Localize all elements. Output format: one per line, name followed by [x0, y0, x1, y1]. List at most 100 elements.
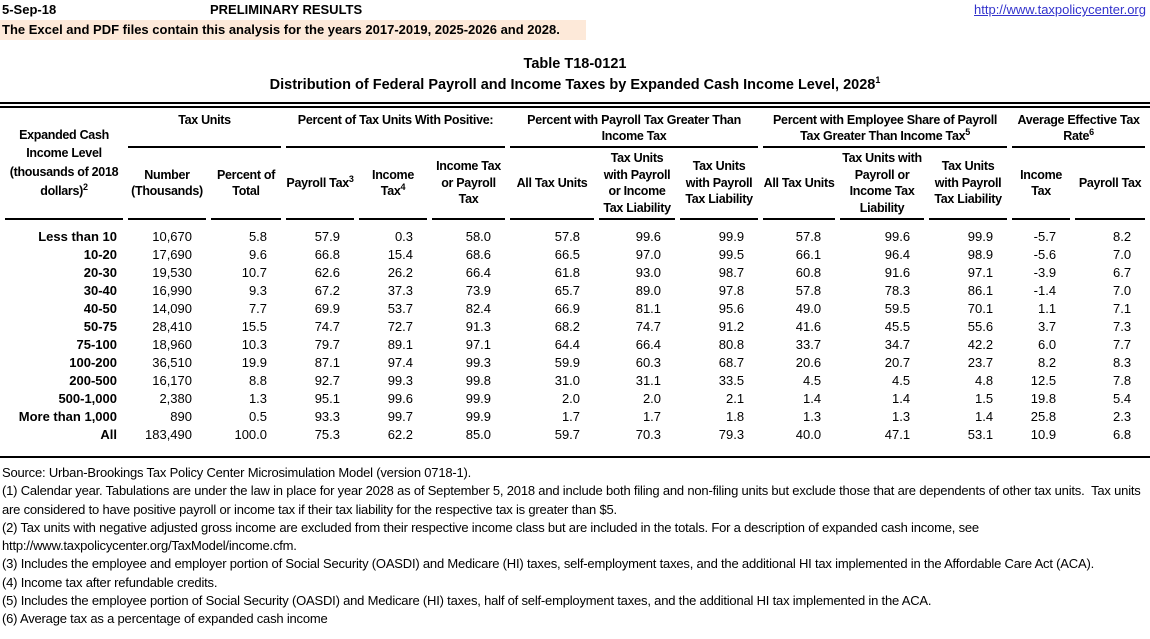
date-label: 5-Sep-18 — [2, 2, 57, 17]
footnote-line: (2) Tax units with negative adjusted gro… — [2, 519, 983, 554]
table-row: 30-40 16,990 9.3 67.2 37.3 73.9 65.7 89.0 97.8 57… — [5, 282, 1145, 300]
cell-value: 2.3 — [1112, 409, 1132, 424]
cell-value: 72.7 — [387, 319, 414, 334]
col-all-tax-units-1: All Tax Units — [510, 148, 595, 220]
cell-value: 8.8 — [248, 373, 268, 388]
cell-value: 7.8 — [1112, 373, 1132, 388]
cell-value: 183,490 — [145, 427, 192, 442]
cell-value: 97.1 — [465, 337, 492, 352]
cell-value: 68.2 — [554, 319, 581, 334]
cell-value: 14,090 — [152, 301, 192, 316]
cell-value: 7.7 — [1112, 337, 1132, 352]
cell-value: 59.7 — [554, 427, 581, 442]
cell-value: 62.2 — [387, 427, 414, 442]
col-units-payroll-liability-1: Tax Units with Payroll Tax Liability — [680, 148, 759, 220]
group-employee-share-greater-than-income: Percent with Employee Share of Payroll T… — [763, 108, 1008, 148]
cell-value: 4.5 — [891, 373, 911, 388]
cell-value: 18,960 — [152, 337, 192, 352]
cell-value: 10,670 — [152, 229, 192, 244]
group-tax-units: Tax Units — [128, 108, 282, 148]
cell-value: 75.3 — [314, 427, 341, 442]
cell-value: 80.8 — [718, 337, 745, 352]
row-label: 500-1,000 — [58, 391, 117, 406]
cell-value: 5.8 — [248, 229, 268, 244]
row-label: All — [100, 427, 117, 442]
cell-value: 78.3 — [884, 283, 911, 298]
row-label: More than 1,000 — [18, 409, 117, 424]
cell-value: 31.0 — [554, 373, 581, 388]
cell-value: 100.0 — [234, 427, 268, 442]
cell-value: 45.5 — [884, 319, 911, 334]
cell-value: 99.3 — [387, 373, 414, 388]
cell-value: 69.9 — [314, 301, 341, 316]
cell-value: 10.7 — [241, 265, 268, 280]
cell-value: -3.9 — [1033, 265, 1057, 280]
footnotes: Source: Urban-Brookings Tax Policy Cente… — [0, 464, 1150, 629]
col-units-payroll-or-income-liability-2: Tax Units with Payroll or Income Tax Lia… — [840, 148, 925, 220]
cell-value: 68.6 — [465, 247, 492, 262]
cell-value: 10.9 — [1030, 427, 1057, 442]
cell-value: 1.7 — [642, 409, 662, 424]
cell-value: 99.3 — [465, 355, 492, 370]
col-avg-income-tax: Income Tax — [1012, 148, 1071, 220]
row-header-footnote-marker: 2 — [83, 181, 88, 192]
taxpolicycenter-link[interactable]: http://www.taxpolicycenter.org — [974, 2, 1146, 17]
cell-value: 19,530 — [152, 265, 192, 280]
cell-value: 25.8 — [1030, 409, 1057, 424]
cell-value: 67.2 — [314, 283, 341, 298]
cell-value: 7.0 — [1112, 283, 1132, 298]
cell-value: 1.3 — [891, 409, 911, 424]
cell-value: 6.8 — [1112, 427, 1132, 442]
table-row: 40-50 14,090 7.7 69.9 53.7 82.4 66.9 81.1 95.6 49… — [5, 300, 1145, 318]
row-label: 200-500 — [69, 373, 117, 388]
cell-value: 57.8 — [795, 283, 822, 298]
cell-value: 81.1 — [635, 301, 662, 316]
cell-value: 66.5 — [554, 247, 581, 262]
cell-value: 97.4 — [387, 355, 414, 370]
cell-value: 59.5 — [884, 301, 911, 316]
cell-value: 31.1 — [635, 373, 662, 388]
col-number-thousands: Number (Thousands) — [128, 148, 206, 220]
cell-value: 66.4 — [635, 337, 662, 352]
cell-value: 59.9 — [554, 355, 581, 370]
cell-value: 6.0 — [1037, 337, 1057, 352]
cell-value: 79.3 — [718, 427, 745, 442]
table-row: 20-30 19,530 10.7 62.6 26.2 66.4 61.8 93.0 98.7 6… — [5, 264, 1145, 282]
table-subtitle-footnote-marker: 1 — [875, 75, 881, 86]
cell-value: 1.3 — [248, 391, 268, 406]
cell-value: 1.1 — [1037, 301, 1057, 316]
table-subtitle: Distribution of Federal Payroll and Inco… — [0, 75, 1150, 93]
table-row: 100-200 36,510 19.9 87.1 97.4 99.3 59.9 60.3 68.… — [5, 354, 1145, 372]
row-label: 75-100 — [76, 337, 117, 352]
row-label: 100-200 — [69, 355, 117, 370]
cell-value: 1.5 — [974, 391, 994, 406]
cell-value: 2.0 — [642, 391, 662, 406]
cell-value: 87.1 — [314, 355, 341, 370]
cell-value: 68.7 — [718, 355, 745, 370]
table-row: 50-75 28,410 15.5 74.7 72.7 91.3 68.2 74.7 91.2 4… — [5, 318, 1145, 336]
cell-value: 57.9 — [314, 229, 341, 244]
cell-value: 42.2 — [967, 337, 994, 352]
col-percent-of-total: Percent of Total — [211, 148, 282, 220]
row-label: 10-20 — [83, 247, 117, 262]
cell-value: 0.5 — [248, 409, 268, 424]
cell-value: 65.7 — [554, 283, 581, 298]
cell-value: 890 — [170, 409, 192, 424]
cell-value: 96.4 — [884, 247, 911, 262]
cell-value: 16,170 — [152, 373, 192, 388]
cell-value: 55.6 — [967, 319, 994, 334]
col-income-tax: Income Tax4 — [359, 148, 428, 220]
cell-value: 1.4 — [891, 391, 911, 406]
footnote-line: Source: Urban-Brookings Tax Policy Cente… — [2, 465, 472, 480]
col-units-payroll-liability-2: Tax Units with Payroll Tax Liability — [929, 148, 1008, 220]
cell-value: 7.3 — [1112, 319, 1132, 334]
cell-value: 98.7 — [718, 265, 745, 280]
cell-value: 74.7 — [635, 319, 662, 334]
cell-value: 79.7 — [314, 337, 341, 352]
cell-value: 4.5 — [802, 373, 822, 388]
table-row: Less than 10 10,670 5.8 57.9 0.3 58.0 57.8 99.6… — [5, 220, 1145, 246]
cell-value: 97.1 — [967, 265, 994, 280]
cell-value: 97.8 — [718, 283, 745, 298]
cell-value: 16,990 — [152, 283, 192, 298]
cell-value: 70.3 — [635, 427, 662, 442]
